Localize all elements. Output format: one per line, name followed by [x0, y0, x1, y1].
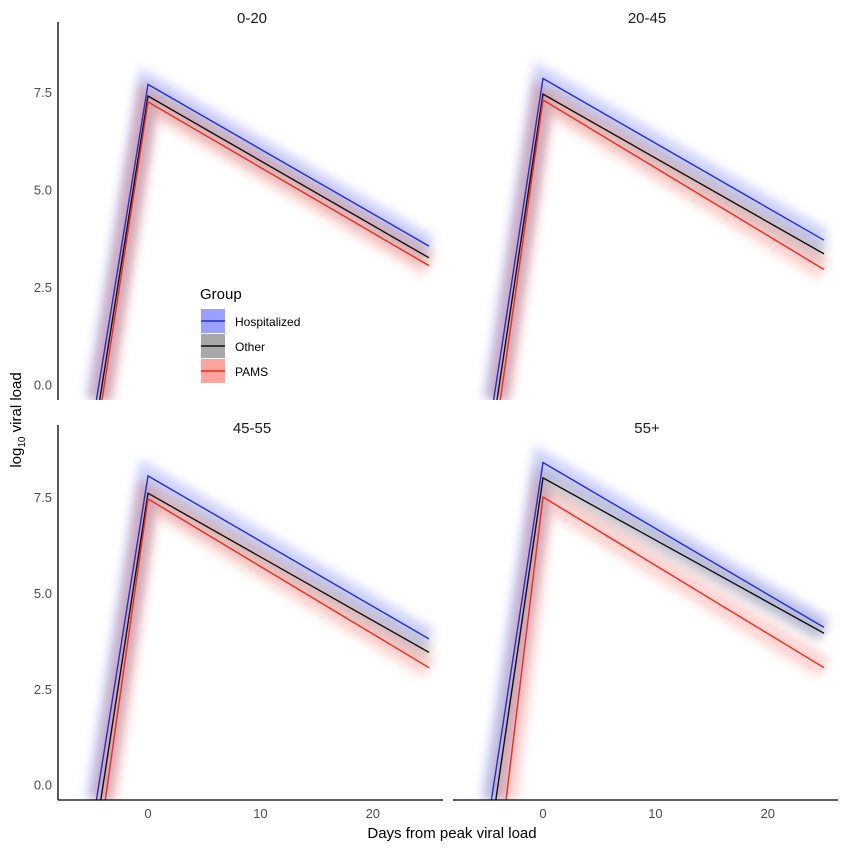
y-axis-title-rest: viral load	[8, 372, 25, 436]
panel-45-55-x-tick-label: 0	[144, 806, 151, 821]
panel-20-45-line-other	[496, 92, 825, 400]
panel-0-20-y-tick-label: 0.0	[34, 377, 52, 392]
panel-45-55-plot-area	[85, 458, 435, 800]
panel-45-55-x-tick-label: 10	[253, 806, 267, 821]
panel-45-55-line-hospitalized	[95, 474, 430, 800]
panel-0-20-y-tick-label: 5.0	[34, 183, 52, 198]
panel-55: 0 10 20 55+	[453, 420, 838, 821]
panel-20-45: 20-45	[482, 10, 830, 400]
panel-0-20-title: 0-20	[237, 10, 267, 27]
panels: 0.0 2.5 5.0 7.5 0-20 20-45 0.0 2.5 5.0 7.5 0 10 20 45…	[34, 10, 838, 821]
panel-20-45-title: 20-45	[628, 10, 666, 27]
panel-55-line-other	[495, 476, 825, 800]
panel-0-20-line-other	[99, 94, 430, 400]
panel-0-20-y-tick-label: 2.5	[34, 280, 52, 295]
panel-0-20: 0.0 2.5 5.0 7.5 0-20	[34, 10, 435, 400]
panel-55-line-pams	[505, 495, 825, 800]
legend-label-pams: PAMS	[235, 365, 268, 379]
y-axis-title-main: log	[8, 448, 25, 468]
panel-0-20-line-pams	[101, 100, 430, 400]
panel-45-55-y-tick-label: 2.5	[34, 682, 52, 697]
panel-20-45-line-pams	[499, 98, 825, 400]
panel-20-45-plot-area	[482, 60, 830, 400]
legend: Group Hospitalized Other PAMS	[200, 286, 300, 383]
panel-45-55-y-tick-label: 0.0	[34, 778, 52, 793]
panel-55-x-tick-label: 0	[539, 806, 546, 821]
panel-0-20-y-tick-label: 7.5	[34, 85, 52, 100]
panel-55-line-hospitalized	[490, 461, 825, 800]
panel-55-x-tick-label: 20	[761, 806, 775, 821]
legend-label-other: Other	[235, 340, 265, 354]
panel-0-20-plot-area	[85, 66, 435, 400]
legend-label-hospitalized: Hospitalized	[235, 315, 300, 329]
panel-45-55-y-tick-label: 5.0	[34, 586, 52, 601]
panel-45-55-line-pams	[104, 497, 430, 800]
legend-item-other: Other	[201, 334, 265, 358]
panel-45-55: 0.0 2.5 5.0 7.5 0 10 20 45-55	[34, 420, 443, 821]
panel-45-55-line-other	[100, 492, 430, 800]
legend-title: Group	[200, 286, 242, 303]
panel-55-x-tick-label: 10	[648, 806, 662, 821]
y-axis-title-subscript: 10	[17, 436, 28, 448]
panel-20-45-line-hospitalized	[492, 77, 825, 400]
legend-item-hospitalized: Hospitalized	[201, 309, 300, 333]
legend-item-pams: PAMS	[201, 359, 268, 383]
panel-55-plot-area	[480, 444, 830, 800]
panel-45-55-x-tick-label: 20	[366, 806, 380, 821]
panel-55-title: 55+	[634, 420, 660, 437]
x-axis-title: Days from peak viral load	[367, 825, 536, 842]
panel-0-20-line-hospitalized	[95, 83, 430, 400]
y-axis-title: log10 viral load	[8, 372, 28, 467]
panel-45-55-y-tick-label: 7.5	[34, 490, 52, 505]
panel-45-55-title: 45-55	[233, 420, 271, 437]
